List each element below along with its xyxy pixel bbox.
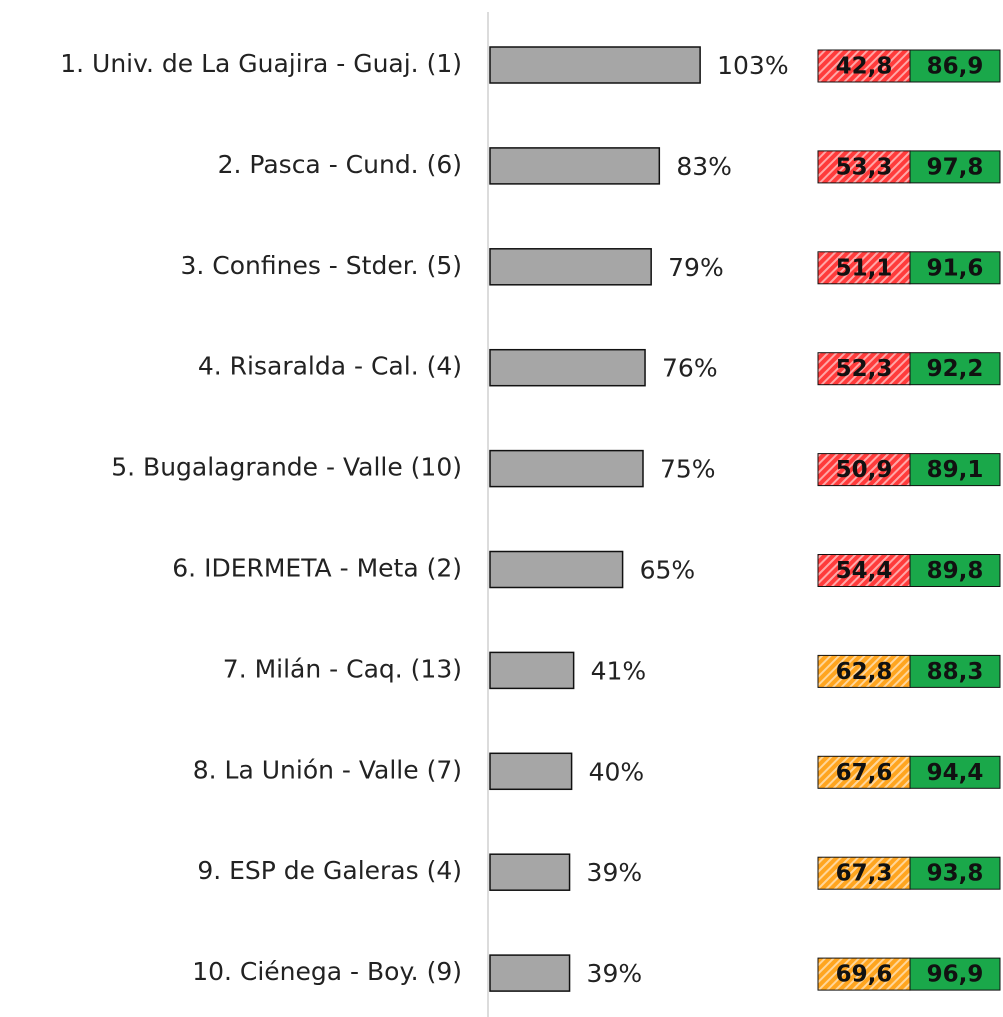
category-label: 4. Risaralda - Cal. (4)	[198, 352, 462, 381]
score-a-badge	[817, 554, 911, 587]
score-b-badge	[909, 755, 1001, 789]
value-label: 65%	[640, 556, 696, 585]
category-label: 2. Pasca - Cund. (6)	[218, 150, 462, 179]
score-b-label: 89,1	[927, 457, 984, 483]
bar	[489, 147, 661, 185]
score-b-label: 88,3	[927, 659, 984, 685]
score-a-label: 51,1	[836, 255, 893, 281]
bar	[489, 853, 571, 891]
bar	[489, 248, 652, 286]
category-label: 10. Ciénega - Boy. (9)	[192, 957, 462, 986]
category-label: 9. ESP de Galeras (4)	[197, 856, 462, 885]
category-label: 6. IDERMETA - Meta (2)	[172, 554, 462, 583]
value-label: 103%	[717, 51, 788, 80]
score-a-label: 42,8	[836, 54, 893, 80]
score-b-label: 89,8	[927, 558, 984, 584]
score-a-label: 67,3	[836, 861, 893, 887]
score-a-label: 62,8	[836, 659, 893, 685]
score-b-badge	[909, 554, 1001, 587]
bar	[489, 348, 646, 387]
bar	[489, 954, 571, 992]
value-label: 39%	[587, 858, 643, 887]
score-a-label: 50,9	[836, 457, 893, 483]
value-label: 79%	[668, 253, 724, 282]
score-b-label: 97,8	[927, 154, 984, 180]
category-label: 5. Bugalagrande - Valle (10)	[111, 453, 462, 482]
value-label: 76%	[662, 354, 718, 383]
score-b-badge	[909, 856, 1001, 890]
score-b-badge	[909, 453, 1001, 487]
category-label: 8. La Unión - Valle (7)	[193, 755, 462, 784]
score-a-badge	[817, 453, 911, 487]
score-b-label: 94,4	[927, 760, 984, 786]
score-a-badge	[817, 957, 911, 991]
score-a-label: 69,6	[836, 962, 893, 988]
score-b-label: 96,9	[927, 962, 984, 988]
score-b-badge	[909, 251, 1001, 285]
score-b-badge	[909, 957, 1001, 991]
value-label: 83%	[676, 152, 732, 181]
score-a-badge	[817, 856, 911, 890]
score-b-badge	[909, 150, 1001, 184]
score-b-label: 93,8	[927, 861, 984, 887]
score-b-label: 92,2	[927, 356, 984, 382]
score-a-label: 52,3	[836, 356, 893, 382]
score-b-badge	[909, 654, 1001, 688]
value-label: 75%	[660, 455, 716, 484]
bar	[489, 449, 644, 488]
score-a-badge	[817, 654, 911, 688]
score-b-badge	[909, 49, 1001, 83]
score-a-label: 54,4	[836, 558, 893, 584]
category-label: 1. Univ. de La Guajira - Guaj. (1)	[60, 49, 462, 78]
category-label: 7. Milán - Caq. (13)	[223, 654, 462, 683]
score-b-label: 91,6	[927, 255, 984, 281]
category-label: 3. Confines - Stder. (5)	[180, 251, 462, 280]
bar	[489, 752, 573, 791]
bar	[489, 46, 701, 84]
score-a-badge	[817, 150, 911, 184]
bar	[489, 651, 575, 690]
value-label: 39%	[587, 959, 643, 988]
score-b-label: 86,9	[927, 54, 984, 80]
score-a-badge	[817, 755, 911, 789]
score-a-label: 67,6	[836, 760, 893, 786]
bar	[489, 550, 624, 589]
value-label: 41%	[591, 656, 647, 685]
score-a-label: 53,3	[836, 154, 893, 180]
score-b-badge	[909, 352, 1001, 386]
value-label: 40%	[589, 757, 645, 786]
